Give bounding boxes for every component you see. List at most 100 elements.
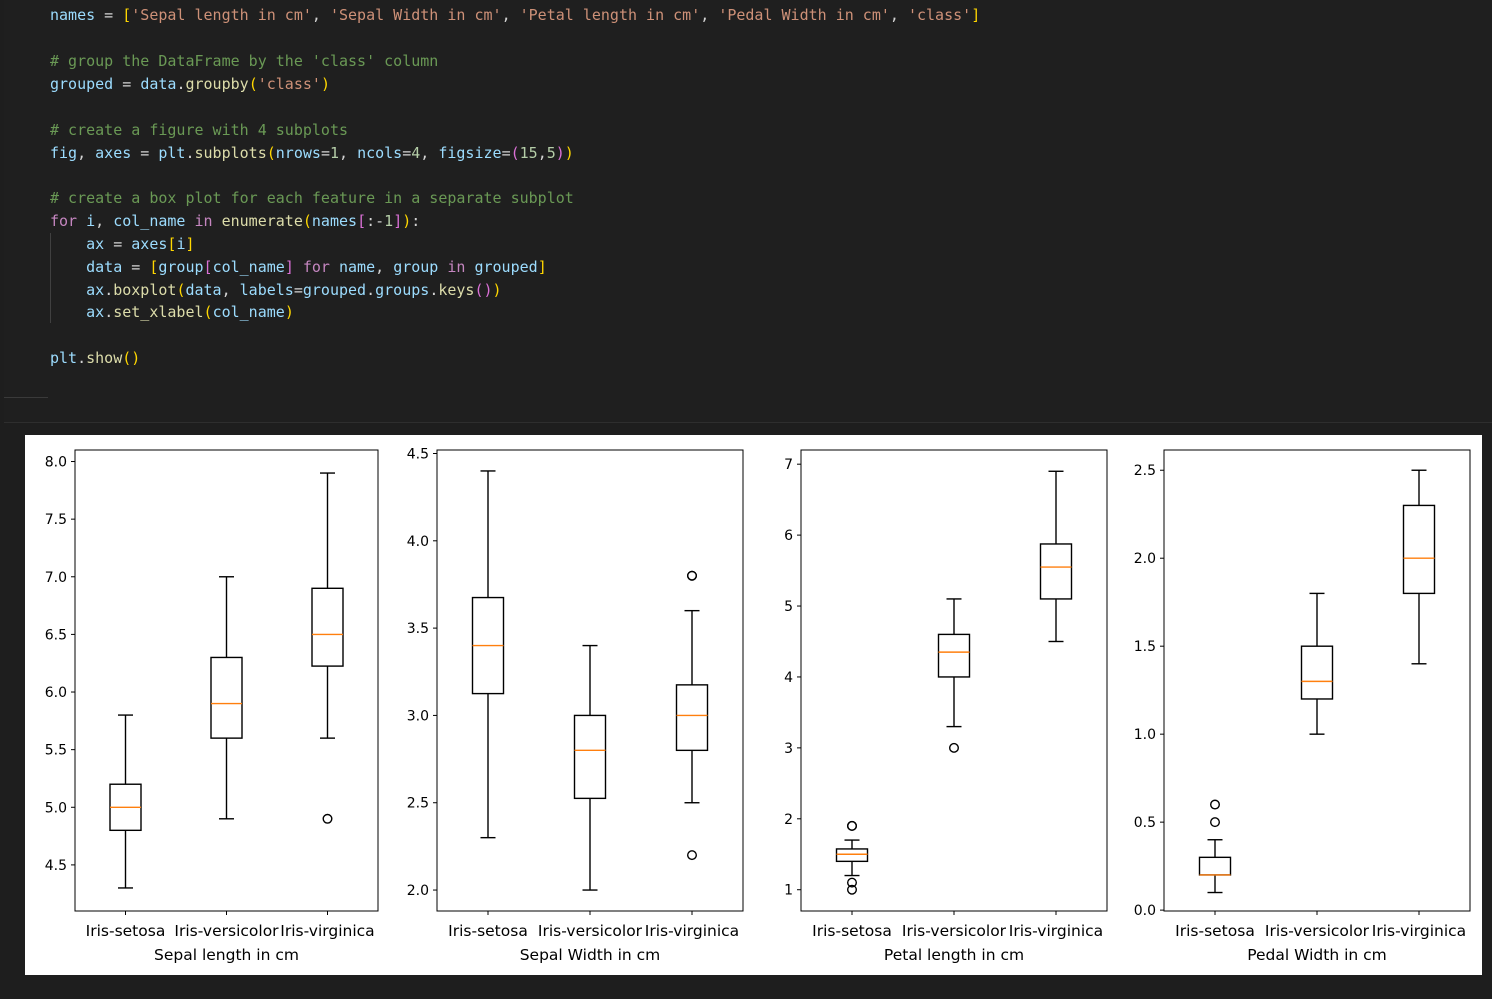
code-token: ncols: [357, 144, 403, 162]
code-token: ]: [185, 235, 195, 253]
code-token: (): [122, 349, 141, 367]
code-token: ax: [86, 303, 105, 321]
iqr-box: [210, 656, 243, 739]
code-cell[interactable]: names = ['Sepal length in cm', 'Sepal Wi…: [0, 0, 1492, 423]
code-token: ,: [339, 144, 358, 162]
code-token: ax: [86, 235, 105, 253]
y-tick-label: 1.0: [1134, 727, 1156, 743]
y-tick-label: 1: [784, 883, 793, 899]
code-token: grouped: [474, 258, 538, 276]
plot-output: 4.5 5.0 5.5 6.0 6.5 7.0 7.5 8.0 Iris-setosa Iris-…: [25, 435, 1482, 975]
x-tick-label: Iris-setosa: [812, 922, 892, 940]
y-tick-label: 4.5: [407, 446, 429, 462]
outlier-point: [949, 742, 960, 753]
code-token: 5: [546, 144, 556, 162]
y-tick-label: 4: [784, 670, 793, 686]
code-token: [50, 235, 86, 253]
x-tick-label: Iris-versicolor: [902, 922, 1007, 940]
code-token: col_name: [113, 212, 186, 230]
code-token: .: [366, 281, 376, 299]
code-token: ]: [393, 212, 403, 230]
code-token: i: [176, 235, 186, 253]
y-tick-label: 0.0: [1134, 903, 1156, 919]
code-token: ]: [284, 258, 294, 276]
code-token: data: [140, 75, 177, 93]
y-tick-label: 6.5: [45, 627, 67, 643]
code-token: (: [266, 144, 276, 162]
code-token: group: [158, 258, 204, 276]
outlier-point: [847, 884, 858, 895]
code-token: for: [50, 212, 78, 230]
code-line: # create a box plot for each feature in …: [50, 187, 574, 209]
y-tick-label: 6: [784, 528, 793, 544]
code-token: 15: [519, 144, 538, 162]
y-tick-label: 3.0: [407, 708, 429, 724]
code-token: [50, 281, 86, 299]
code-token: ,: [77, 144, 96, 162]
code-token: ]: [971, 6, 981, 24]
outlier-point: [687, 850, 698, 861]
y-tick-label: 8.0: [45, 455, 67, 471]
code-token: [50, 303, 86, 321]
code-token: plt: [50, 349, 78, 367]
x-tick-label: Iris-versicolor: [1265, 922, 1370, 940]
code-line: data = [group[col_name] for name, group …: [50, 256, 547, 278]
y-tick-label: 3: [784, 741, 793, 757]
code-token: 1: [384, 212, 394, 230]
x-tick-label: Iris-setosa: [448, 922, 528, 940]
code-token: ): [284, 303, 294, 321]
code-token: # group the DataFrame by the 'class' col…: [50, 52, 439, 70]
code-token: [185, 212, 194, 230]
outlier-point: [847, 877, 858, 888]
code-token: 'Petal length in cm': [519, 6, 701, 24]
code-token: groups: [375, 281, 430, 299]
code-token: [77, 212, 86, 230]
code-token: .: [104, 281, 114, 299]
iqr-box: [573, 714, 607, 800]
code-token: for: [302, 258, 330, 276]
code-token: # create a figure with 4 subplots: [50, 121, 349, 139]
code-token: =: [104, 235, 132, 253]
code-token: show: [86, 349, 123, 367]
x-tick-label: Iris-virginica: [645, 922, 739, 940]
code-token: ,: [700, 6, 719, 24]
y-tick-label: 7.0: [45, 570, 67, 586]
x-axis-label: Pedal Width in cm: [1247, 946, 1387, 964]
iqr-box: [1198, 856, 1232, 876]
code-token: ): [555, 144, 565, 162]
code-token: :: [411, 212, 421, 230]
code-editor[interactable]: names = ['Sepal length in cm', 'Sepal Wi…: [4, 0, 1492, 423]
code-token: ,: [95, 212, 114, 230]
y-tick-label: 5.5: [45, 743, 67, 759]
y-tick-label: 1.5: [1134, 639, 1156, 655]
iqr-box: [1402, 504, 1436, 595]
code-token: [330, 258, 339, 276]
x-tick-label: Iris-virginica: [1009, 922, 1103, 940]
x-axis-label: Petal length in cm: [884, 946, 1024, 964]
code-token: axes: [131, 235, 168, 253]
code-token: subplots: [194, 144, 267, 162]
code-token: plt: [158, 144, 186, 162]
iqr-box: [311, 587, 344, 667]
y-tick-label: 2.5: [1134, 463, 1156, 479]
code-token: =: [95, 6, 123, 24]
code-token: ,: [420, 144, 439, 162]
code-token: =: [131, 144, 159, 162]
code-token: names: [311, 212, 358, 230]
x-axis-label: Sepal Width in cm: [520, 946, 661, 964]
indent-guide: [50, 233, 51, 323]
code-token: =: [402, 144, 412, 162]
y-tick-label: 6.0: [45, 685, 67, 701]
code-token: ,: [221, 281, 240, 299]
code-token: ): [402, 212, 412, 230]
code-token: (: [203, 303, 213, 321]
axes-frame: [74, 449, 379, 912]
code-line: # group the DataFrame by the 'class' col…: [50, 50, 438, 72]
outlier-point: [1209, 817, 1220, 828]
code-token: enumerate: [221, 212, 303, 230]
y-tick-label: 2: [784, 812, 793, 828]
code-token: keys: [438, 281, 475, 299]
iqr-box: [937, 633, 971, 678]
code-line: # create a figure with 4 subplots: [50, 119, 348, 141]
outlier-point: [322, 813, 333, 824]
